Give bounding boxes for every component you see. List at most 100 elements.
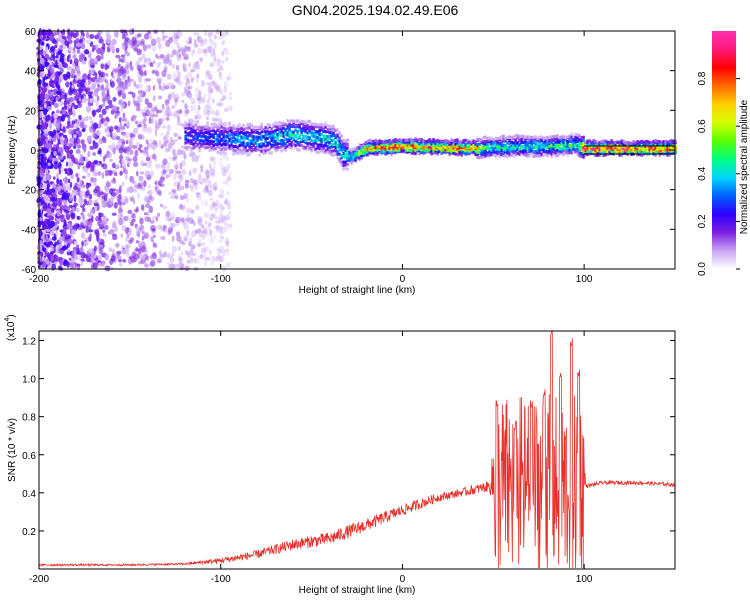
spectrogram-noise-cell: [152, 153, 157, 160]
spectrogram-signal-cell: [250, 131, 253, 135]
spectrogram-signal-cell: [544, 143, 547, 147]
spectrogram-signal-cell: [300, 139, 303, 144]
spectrogram-signal-cell: [606, 146, 609, 150]
spectrogram-signal-cell: [450, 144, 453, 148]
spectrogram-signal-cell: [292, 130, 295, 134]
spectrogram-noise-cell: [130, 149, 134, 156]
spectrogram-signal-cell: [530, 136, 533, 140]
spectrogram-noise-cell: [190, 69, 196, 73]
spectrogram-noise-cell: [150, 225, 156, 232]
spectrogram-noise-cell: [195, 92, 199, 98]
spectrogram-noise-cell: [118, 116, 122, 123]
spectrogram-signal-cell: [244, 148, 247, 153]
spectrogram-noise-cell: [62, 28, 66, 36]
spectrogram-noise-cell: [129, 132, 134, 139]
spectrogram-noise-cell: [81, 214, 86, 221]
spectrogram-signal-cell: [302, 139, 305, 143]
spectrogram-signal-cell: [526, 154, 529, 158]
spectrogram-noise-cell: [204, 220, 208, 225]
spectrogram-signal-cell: [288, 128, 291, 132]
spectrogram-noise-cell: [196, 219, 201, 224]
spectrogram-noise-cell: [212, 47, 216, 51]
spectrogram-signal-cell: [534, 154, 537, 158]
spectrogram-signal-cell: [456, 147, 459, 151]
spectrogram-signal-cell: [332, 138, 335, 142]
spectrogram-signal-cell: [576, 136, 579, 140]
spectrogram-signal-cell: [484, 148, 487, 152]
spectrogram-noise-cell: [54, 161, 58, 165]
spectrogram-noise-cell: [72, 106, 75, 114]
spectrogram-signal-cell: [484, 142, 487, 146]
spectrogram-noise-cell: [125, 140, 129, 144]
spectrogram-signal-cell: [578, 143, 581, 147]
spectrogram-signal-cell: [576, 133, 579, 137]
spectrogram-noise-cell: [94, 57, 98, 65]
spectrogram-signal-cell: [246, 134, 249, 139]
spectrogram-signal-cell: [216, 150, 219, 155]
spectrogram-signal-cell: [340, 156, 343, 160]
spectrogram-noise-cell: [186, 81, 191, 85]
spectrogram-noise-cell: [119, 170, 123, 176]
spectrogram-noise-cell: [115, 106, 120, 111]
spectrogram-signal-cell: [230, 129, 233, 133]
spectrogram-signal-cell: [482, 155, 485, 159]
spectrogram-signal-cell: [404, 148, 407, 152]
spectrogram-signal-cell: [254, 141, 257, 145]
spectrogram-noise-cell: [92, 160, 99, 165]
spectrogram-signal-cell: [248, 133, 251, 137]
spectrogram-signal-cell: [668, 139, 671, 143]
spectrogram-signal-cell: [260, 149, 263, 153]
spectrogram-signal-cell: [502, 143, 505, 147]
spectrogram-noise-cell: [85, 163, 90, 169]
spectrogram-noise-cell: [166, 73, 172, 80]
spectrogram-signal-cell: [348, 151, 351, 156]
spectrogram-signal-cell: [498, 146, 501, 150]
spectrogram-noise-cell: [83, 145, 87, 153]
spectrogram-noise-cell: [226, 175, 231, 182]
spectrogram-noise-cell: [192, 183, 197, 188]
spectrogram-noise-cell: [133, 47, 139, 52]
spectrogram-noise-cell: [119, 122, 123, 129]
spectrogram-signal-cell: [210, 128, 213, 132]
spectrogram-noise-cell: [226, 241, 230, 248]
spectrogram-noise-cell: [122, 133, 126, 137]
spectrogram-noise-cell: [115, 126, 121, 133]
spectrogram-signal-cell: [534, 137, 537, 142]
spectrogram-signal-cell: [366, 153, 369, 157]
spectrogram-signal-cell: [196, 132, 199, 136]
spectrogram-signal-cell: [300, 127, 303, 131]
spectrogram-noise-cell: [87, 229, 94, 233]
spectrogram-signal-cell: [424, 140, 427, 144]
spectrogram-signal-cell: [328, 125, 331, 129]
spectrogram-noise-cell: [143, 33, 150, 40]
spectrogram-signal-cell: [532, 150, 535, 154]
spectrogram-signal-cell: [358, 149, 361, 153]
spectrogram-signal-cell: [250, 139, 253, 143]
spectrogram-signal-cell: [228, 129, 231, 133]
spectrogram-signal-cell: [482, 140, 485, 144]
spectrogram-signal-cell: [328, 135, 331, 139]
spectrogram-noise-cell: [209, 40, 215, 46]
spectrogram-noise-cell: [171, 31, 177, 38]
spectrogram-signal-cell: [194, 145, 197, 149]
spectrogram-noise-cell: [121, 125, 126, 131]
spectrogram-noise-cell: [80, 139, 85, 145]
spectrogram-signal-cell: [660, 143, 663, 147]
spectrogram-signal-cell: [540, 152, 543, 156]
spectrogram-signal-cell: [316, 123, 319, 127]
spectrogram-signal-cell: [278, 141, 281, 145]
spectrogram-noise-cell: [104, 63, 108, 71]
spectrogram-signal-cell: [294, 145, 297, 149]
spectrogram-signal-cell: [356, 146, 359, 150]
spectrogram-signal-cell: [294, 143, 297, 147]
spectrogram-signal-cell: [610, 141, 613, 145]
spectrogram-signal-cell: [420, 138, 423, 142]
spectrogram-noise-cell: [187, 85, 193, 90]
spectrogram-signal-cell: [392, 149, 395, 153]
spectrogram-noise-cell: [80, 53, 86, 59]
spectrogram-signal-cell: [364, 141, 367, 145]
spectrogram-signal-cell: [572, 136, 575, 140]
spectrogram-noise-cell: [222, 94, 227, 99]
spectrogram-signal-cell: [420, 143, 423, 147]
spectrogram-noise-cell: [61, 235, 65, 241]
